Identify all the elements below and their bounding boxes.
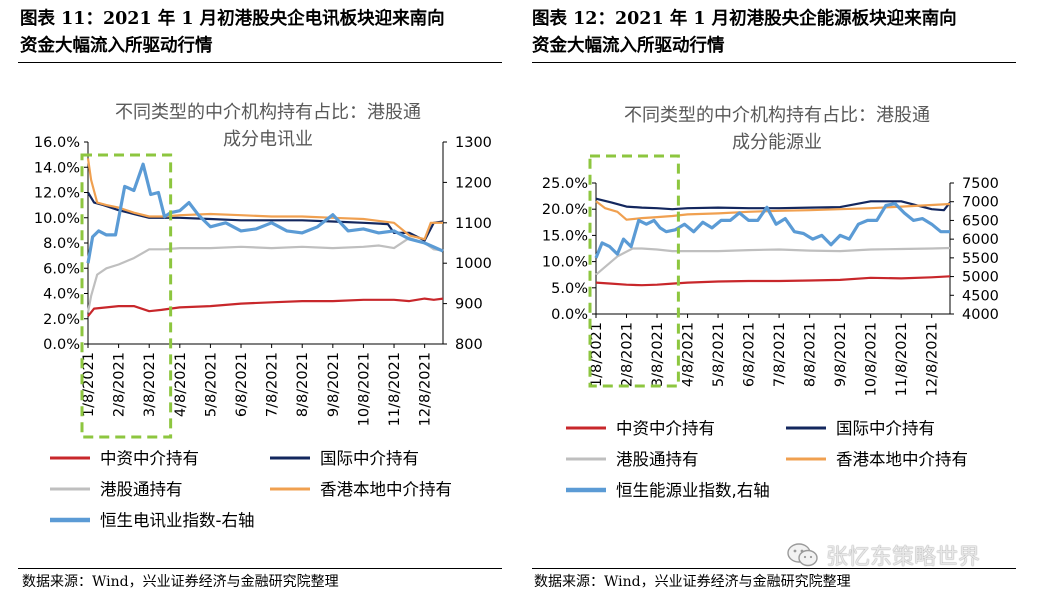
x-tick-label: 2/8/2021 <box>620 322 636 387</box>
y-right-tick-label: 5000 <box>962 270 999 286</box>
figure-title-line-1: 图表 12：2021 年 1 月初港股央企能源板块迎来南向 <box>532 9 957 29</box>
x-tick-label: 6/8/2021 <box>742 322 758 387</box>
x-tick-label: 3/8/2021 <box>650 322 666 387</box>
y-left-tick-label: 16.0% <box>34 135 80 151</box>
x-tick-label: 10/8/2021 <box>356 352 372 426</box>
y-right-tick-label: 6000 <box>962 232 999 248</box>
x-tick-label: 1/8/2021 <box>589 322 605 387</box>
figure-panel-left: 图表 11：2021 年 1 月初港股央企电讯板块迎来南向 资金大幅流入所驱动行… <box>18 6 502 590</box>
y-right-tick-label: 4000 <box>962 307 999 323</box>
watermark: 张忆东策略世界 <box>786 541 981 570</box>
y-right-tick-label: 1300 <box>455 135 492 151</box>
y-left-tick-label: 0.0% <box>551 307 588 323</box>
source-note: 数据来源：Wind，兴业证券经济与金融研究院整理 <box>22 574 339 590</box>
source-rule <box>18 568 502 569</box>
y-left-tick-label: 10.0% <box>34 211 80 227</box>
figure-title-line-1: 图表 11：2021 年 1 月初港股央企电讯板块迎来南向 <box>20 9 445 29</box>
series-line-1 <box>595 197 951 212</box>
x-tick-label: 11/8/2021 <box>387 352 403 426</box>
y-right-tick-label: 6500 <box>962 213 999 229</box>
y-left-tick-label: 10.0% <box>542 255 588 271</box>
x-tick-label: 12/8/2021 <box>418 352 434 426</box>
legend-label: 香港本地中介持有 <box>320 480 452 499</box>
legend-label: 中资中介持有 <box>100 449 199 468</box>
chart-title-line: 成分能源业 <box>732 132 822 153</box>
series-line-0 <box>87 297 444 317</box>
x-tick-label: 8/8/2021 <box>803 322 819 387</box>
figure-title-line-2: 资金大幅流入所驱动行情 <box>532 36 725 56</box>
figure-title: 图表 11：2021 年 1 月初港股央企电讯板块迎来南向 资金大幅流入所驱动行… <box>20 6 500 60</box>
legend-label: 国际中介持有 <box>836 419 935 438</box>
chart-title-line: 成分电讯业 <box>223 129 313 150</box>
y-right-tick-label: 5500 <box>962 251 999 267</box>
y-right-tick-label: 4500 <box>962 288 999 304</box>
figure-title: 图表 12：2021 年 1 月初港股央企能源板块迎来南向 资金大幅流入所驱动行… <box>532 6 1012 60</box>
x-tick-label: 6/8/2021 <box>234 352 250 417</box>
x-tick-label: 8/8/2021 <box>295 352 311 417</box>
series-line-3 <box>595 200 951 221</box>
x-tick-label: 9/8/2021 <box>833 322 849 387</box>
y-right-tick-label: 7000 <box>962 195 999 211</box>
y-right-tick-label: 1100 <box>455 216 492 232</box>
x-tick-label: 11/8/2021 <box>894 322 910 396</box>
x-tick-label: 1/8/2021 <box>81 352 97 417</box>
x-tick-label: 7/8/2021 <box>772 322 788 387</box>
series-line-0 <box>595 275 951 287</box>
source-rule <box>532 568 1016 569</box>
series-line-4 <box>86 162 444 264</box>
x-tick-label: 4/8/2021 <box>681 322 697 387</box>
x-tick-label: 5/8/2021 <box>711 322 727 387</box>
legend-label: 国际中介持有 <box>320 449 419 468</box>
series-line-2 <box>595 246 951 276</box>
y-left-tick-label: 2.0% <box>43 312 80 328</box>
series-line-2 <box>86 236 444 313</box>
y-right-tick-label: 1000 <box>455 256 492 272</box>
y-left-tick-label: 6.0% <box>43 261 80 277</box>
legend-label: 港股通持有 <box>100 480 183 499</box>
y-left-tick-label: 14.0% <box>34 160 80 176</box>
y-left-tick-label: 12.0% <box>34 186 80 202</box>
legend-label: 港股通持有 <box>616 450 699 469</box>
y-left-tick-label: 5.0% <box>551 281 588 297</box>
legend-label: 香港本地中介持有 <box>836 450 968 469</box>
x-tick-label: 5/8/2021 <box>203 352 219 417</box>
x-tick-label: 3/8/2021 <box>142 352 158 417</box>
y-left-tick-label: 25.0% <box>542 176 588 192</box>
y-left-tick-label: 0.0% <box>43 337 80 353</box>
x-tick-label: 2/8/2021 <box>112 352 128 417</box>
y-right-tick-label: 800 <box>455 337 483 353</box>
y-right-tick-label: 900 <box>455 297 483 313</box>
y-left-tick-label: 20.0% <box>542 202 588 218</box>
highlight-box <box>588 154 680 388</box>
y-right-tick-label: 1200 <box>455 175 492 191</box>
title-rule <box>18 62 502 63</box>
wechat-icon <box>787 543 818 567</box>
source-note: 数据来源：Wind，兴业证券经济与金融研究院整理 <box>534 574 851 590</box>
x-tick-label: 9/8/2021 <box>326 352 342 417</box>
title-rule <box>532 62 1016 63</box>
chart-title-line: 不同类型的中介机构持有占比：港股通 <box>624 105 930 126</box>
y-left-tick-label: 15.0% <box>542 228 588 244</box>
watermark-text: 张忆东策略世界 <box>826 545 981 570</box>
x-tick-label: 12/8/2021 <box>925 322 941 396</box>
highlight-box <box>80 153 173 439</box>
y-right-tick-label: 7500 <box>962 176 999 192</box>
legend-label: 中资中介持有 <box>616 419 715 438</box>
y-left-tick-label: 8.0% <box>43 236 80 252</box>
legend-label: 恒生电讯业指数-右轴 <box>100 511 254 530</box>
y-left-tick-label: 4.0% <box>43 287 80 303</box>
x-tick-label: 10/8/2021 <box>864 322 880 396</box>
figure-title-line-2: 资金大幅流入所驱动行情 <box>20 36 213 56</box>
series-line-4 <box>594 202 950 259</box>
chart-title-line: 不同类型的中介机构持有占比：港股通 <box>115 102 421 123</box>
legend-label: 恒生能源业指数,右轴 <box>616 481 770 500</box>
x-tick-label: 4/8/2021 <box>173 352 189 417</box>
series-line-3 <box>86 158 443 241</box>
x-tick-label: 7/8/2021 <box>265 352 281 417</box>
figure-panel-right: 图表 12：2021 年 1 月初港股央企能源板块迎来南向 资金大幅流入所驱动行… <box>522 0 1044 600</box>
